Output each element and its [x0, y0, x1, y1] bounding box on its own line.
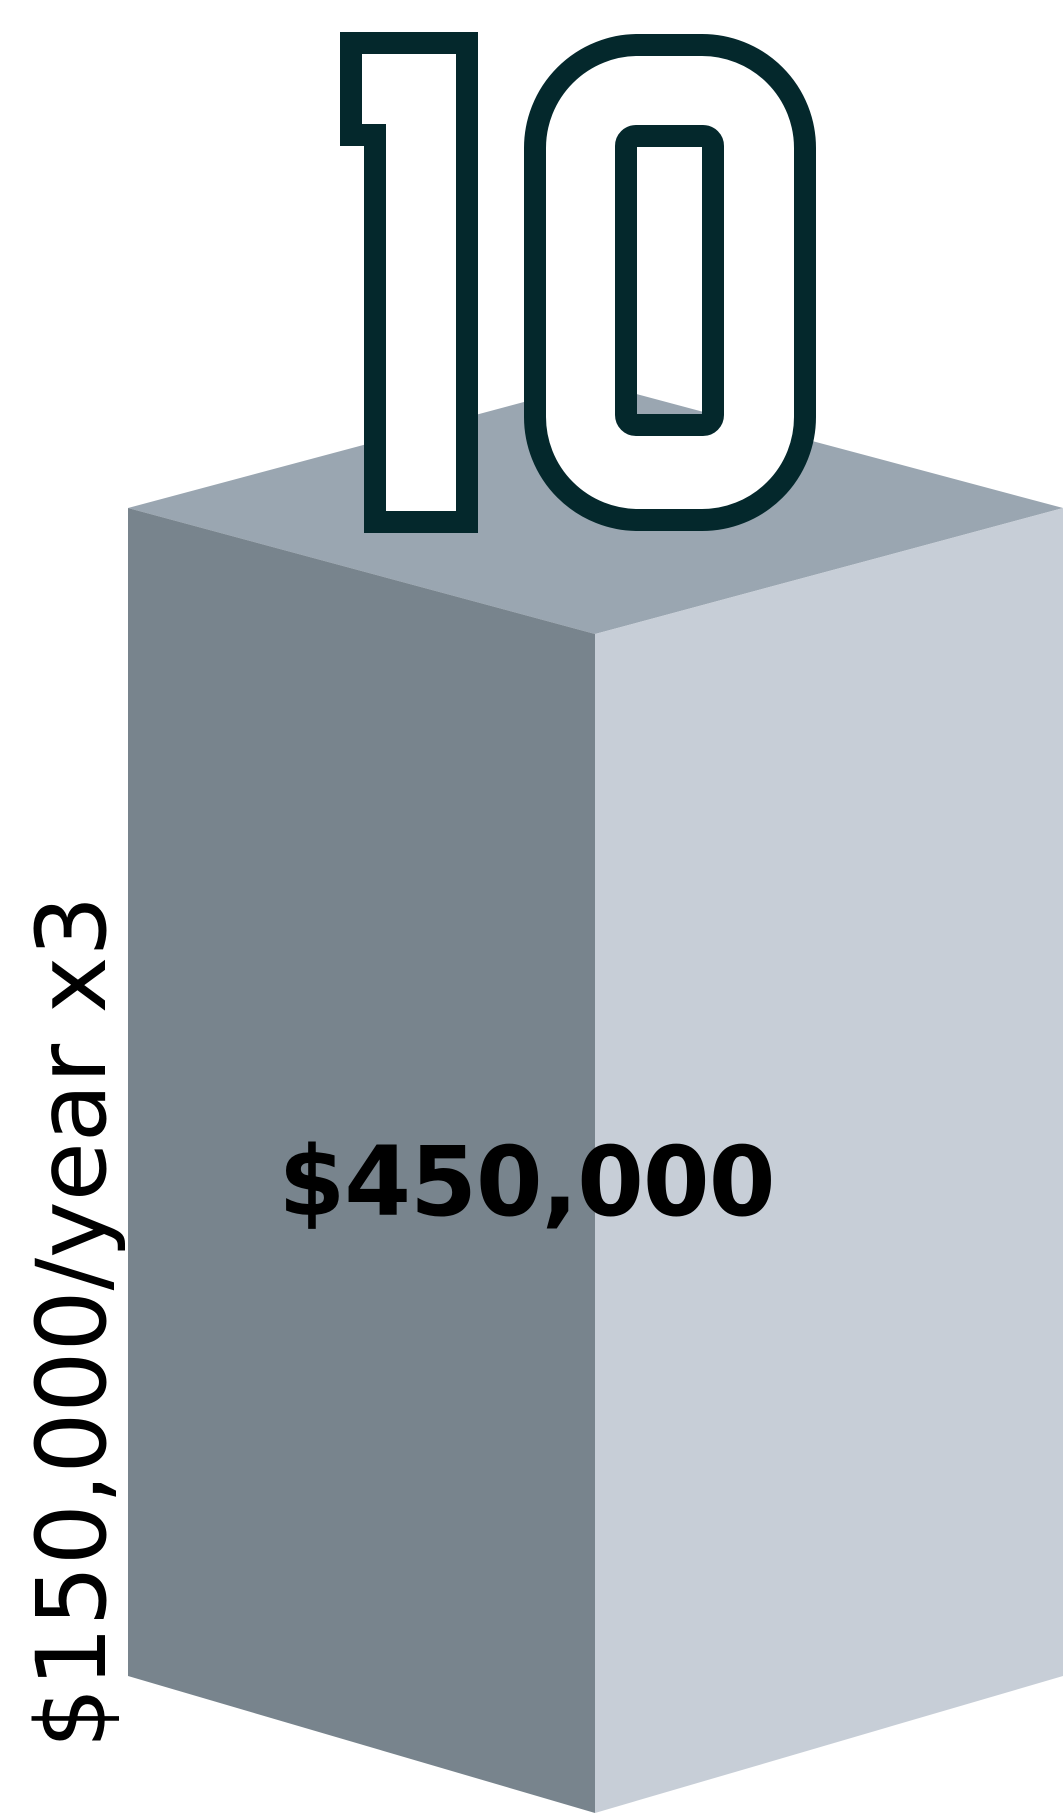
- block-left-face: [128, 508, 595, 1813]
- total-amount-text: $450,000: [278, 1126, 775, 1238]
- block-right-face: [595, 508, 1063, 1813]
- total-amount-label: $450,000: [0, 1126, 1063, 1238]
- digit-zero-shape: [524, 34, 816, 531]
- digit-one-shape: [340, 32, 478, 533]
